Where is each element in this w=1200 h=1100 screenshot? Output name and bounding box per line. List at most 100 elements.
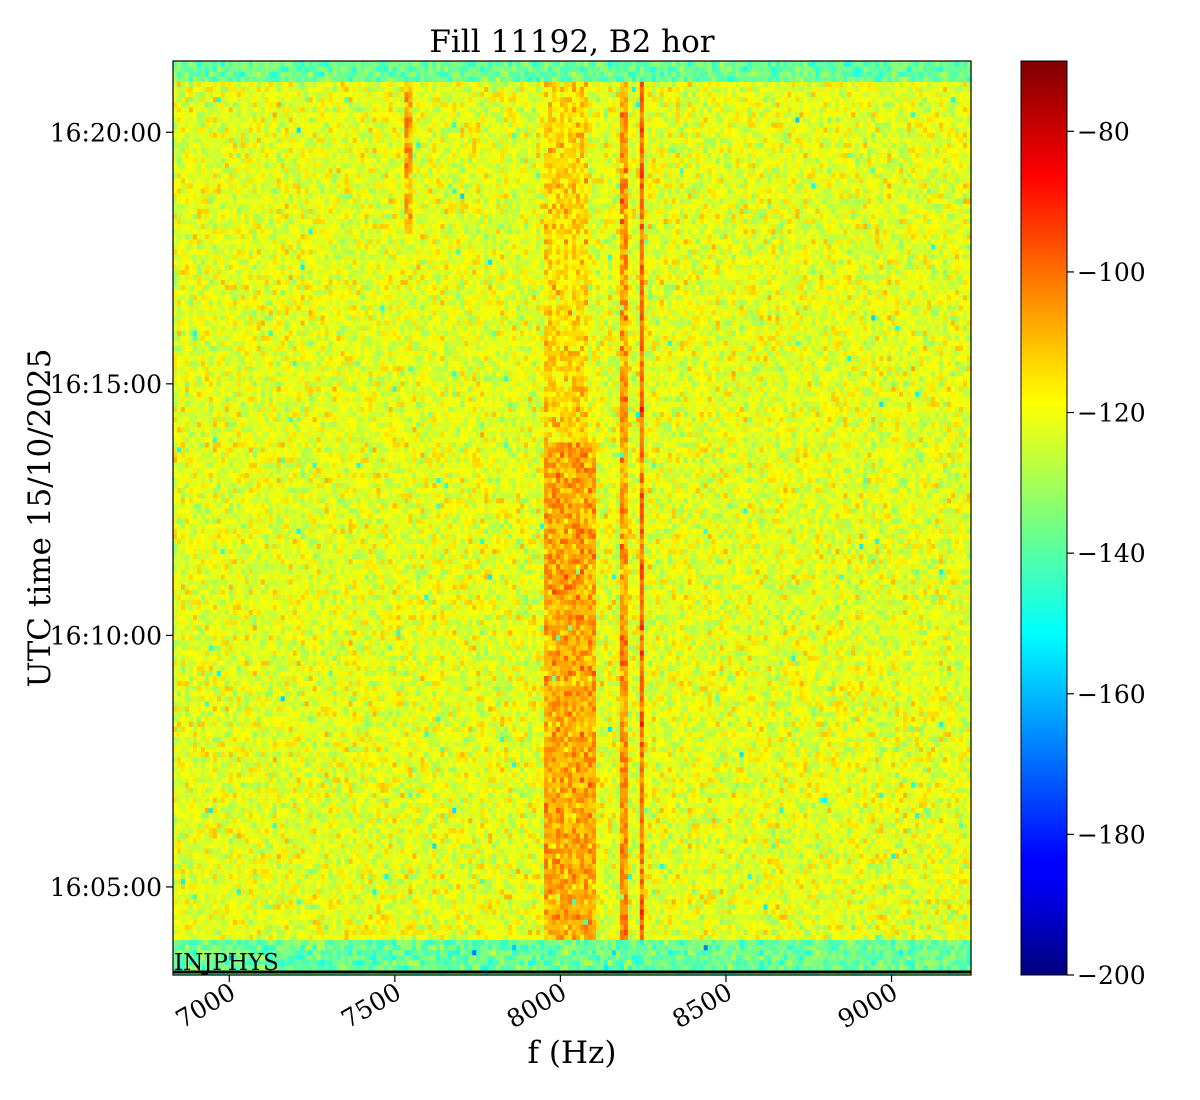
heatmap-cell bbox=[528, 934, 533, 940]
heatmap-cell bbox=[879, 924, 884, 930]
heatmap-cell bbox=[384, 945, 389, 951]
heatmap-cell bbox=[500, 884, 505, 890]
heatmap-cell bbox=[512, 899, 517, 905]
heatmap-cell bbox=[265, 889, 270, 895]
heatmap-cell bbox=[612, 889, 617, 895]
heatmap-cell bbox=[245, 909, 250, 915]
heatmap-cell bbox=[600, 894, 605, 900]
heatmap-cell bbox=[843, 879, 848, 885]
heatmap-cell bbox=[325, 919, 330, 925]
heatmap-cell bbox=[851, 965, 856, 971]
heatmap-cell bbox=[787, 909, 792, 915]
heatmap-cell bbox=[544, 879, 549, 885]
heatmap-cell bbox=[963, 939, 968, 945]
heatmap-cell bbox=[373, 909, 378, 915]
heatmap-cell bbox=[807, 945, 812, 951]
heatmap-cell bbox=[452, 955, 457, 961]
heatmap-cell bbox=[680, 919, 685, 925]
heatmap-cell bbox=[349, 939, 354, 945]
heatmap-cell bbox=[596, 884, 601, 890]
heatmap-cell bbox=[684, 899, 689, 905]
heatmap-cell bbox=[851, 945, 856, 951]
heatmap-cell bbox=[564, 914, 569, 920]
heatmap-cell bbox=[612, 924, 617, 930]
heatmap-cell bbox=[827, 955, 832, 961]
heatmap-cell bbox=[632, 939, 637, 945]
heatmap-cell bbox=[217, 909, 222, 915]
heatmap-cell bbox=[468, 934, 473, 940]
heatmap-cell bbox=[919, 919, 924, 925]
heatmap-cell bbox=[668, 889, 673, 895]
heatmap-cell bbox=[584, 894, 589, 900]
heatmap-cell bbox=[265, 894, 270, 900]
heatmap-cell bbox=[740, 894, 745, 900]
heatmap-cell bbox=[384, 924, 389, 930]
heatmap-cell bbox=[289, 950, 294, 956]
heatmap-cell bbox=[708, 960, 713, 966]
heatmap-cell bbox=[811, 879, 816, 885]
heatmap-cell bbox=[404, 934, 409, 940]
heatmap-cell bbox=[827, 889, 832, 895]
heatmap-cell bbox=[580, 879, 585, 885]
heatmap-cell bbox=[189, 939, 194, 945]
heatmap-cell bbox=[532, 879, 537, 885]
heatmap-cell bbox=[460, 879, 465, 885]
heatmap-cell bbox=[720, 929, 725, 935]
heatmap-cell bbox=[887, 904, 892, 910]
heatmap-cell bbox=[564, 945, 569, 951]
heatmap-cell bbox=[939, 924, 944, 930]
heatmap-cell bbox=[891, 939, 896, 945]
heatmap-cell bbox=[416, 914, 421, 920]
heatmap-cell bbox=[911, 955, 916, 961]
heatmap-cell bbox=[692, 965, 697, 971]
heatmap-cell bbox=[388, 873, 393, 879]
heatmap-cell bbox=[592, 929, 597, 935]
heatmap-cell bbox=[712, 939, 717, 945]
heatmap-cell bbox=[640, 914, 645, 920]
heatmap-cell bbox=[317, 945, 322, 951]
heatmap-cell bbox=[795, 945, 800, 951]
heatmap-cell bbox=[440, 929, 445, 935]
heatmap-cell bbox=[943, 899, 948, 905]
heatmap-cell bbox=[516, 939, 521, 945]
heatmap-cell bbox=[867, 955, 872, 961]
heatmap-cell bbox=[811, 955, 816, 961]
heatmap-cell bbox=[564, 904, 569, 910]
heatmap-cell bbox=[716, 945, 721, 951]
heatmap-cell bbox=[807, 879, 812, 885]
heatmap-cell bbox=[488, 939, 493, 945]
heatmap-cell bbox=[588, 939, 593, 945]
heatmap-cell bbox=[524, 904, 529, 910]
heatmap-cell bbox=[452, 960, 457, 966]
heatmap-cell bbox=[484, 884, 489, 890]
heatmap-cell bbox=[768, 894, 773, 900]
heatmap-cell bbox=[843, 884, 848, 890]
heatmap-cell bbox=[748, 960, 753, 966]
heatmap-cell bbox=[313, 965, 318, 971]
heatmap-cell bbox=[253, 909, 258, 915]
heatmap-cell bbox=[313, 960, 318, 966]
heatmap-cell bbox=[528, 950, 533, 956]
heatmap-cell bbox=[325, 960, 330, 966]
heatmap-cell bbox=[704, 894, 709, 900]
heatmap-cell bbox=[241, 924, 246, 930]
heatmap-cell bbox=[456, 914, 461, 920]
heatmap-cell bbox=[488, 889, 493, 895]
heatmap-cell bbox=[851, 960, 856, 966]
heatmap-cell bbox=[460, 904, 465, 910]
heatmap-cell bbox=[624, 955, 629, 961]
heatmap-cell bbox=[249, 889, 254, 895]
heatmap-cell bbox=[600, 904, 605, 910]
heatmap-cell bbox=[400, 950, 405, 956]
heatmap-cell bbox=[903, 929, 908, 935]
heatmap-cell bbox=[724, 889, 729, 895]
heatmap-cell bbox=[831, 934, 836, 940]
heatmap-cell bbox=[875, 914, 880, 920]
heatmap-cell bbox=[357, 894, 362, 900]
heatmap-cell bbox=[337, 899, 342, 905]
heatmap-cell bbox=[899, 894, 904, 900]
heatmap-cell bbox=[704, 889, 709, 895]
heatmap-cell bbox=[468, 879, 473, 885]
heatmap-cell bbox=[863, 934, 868, 940]
